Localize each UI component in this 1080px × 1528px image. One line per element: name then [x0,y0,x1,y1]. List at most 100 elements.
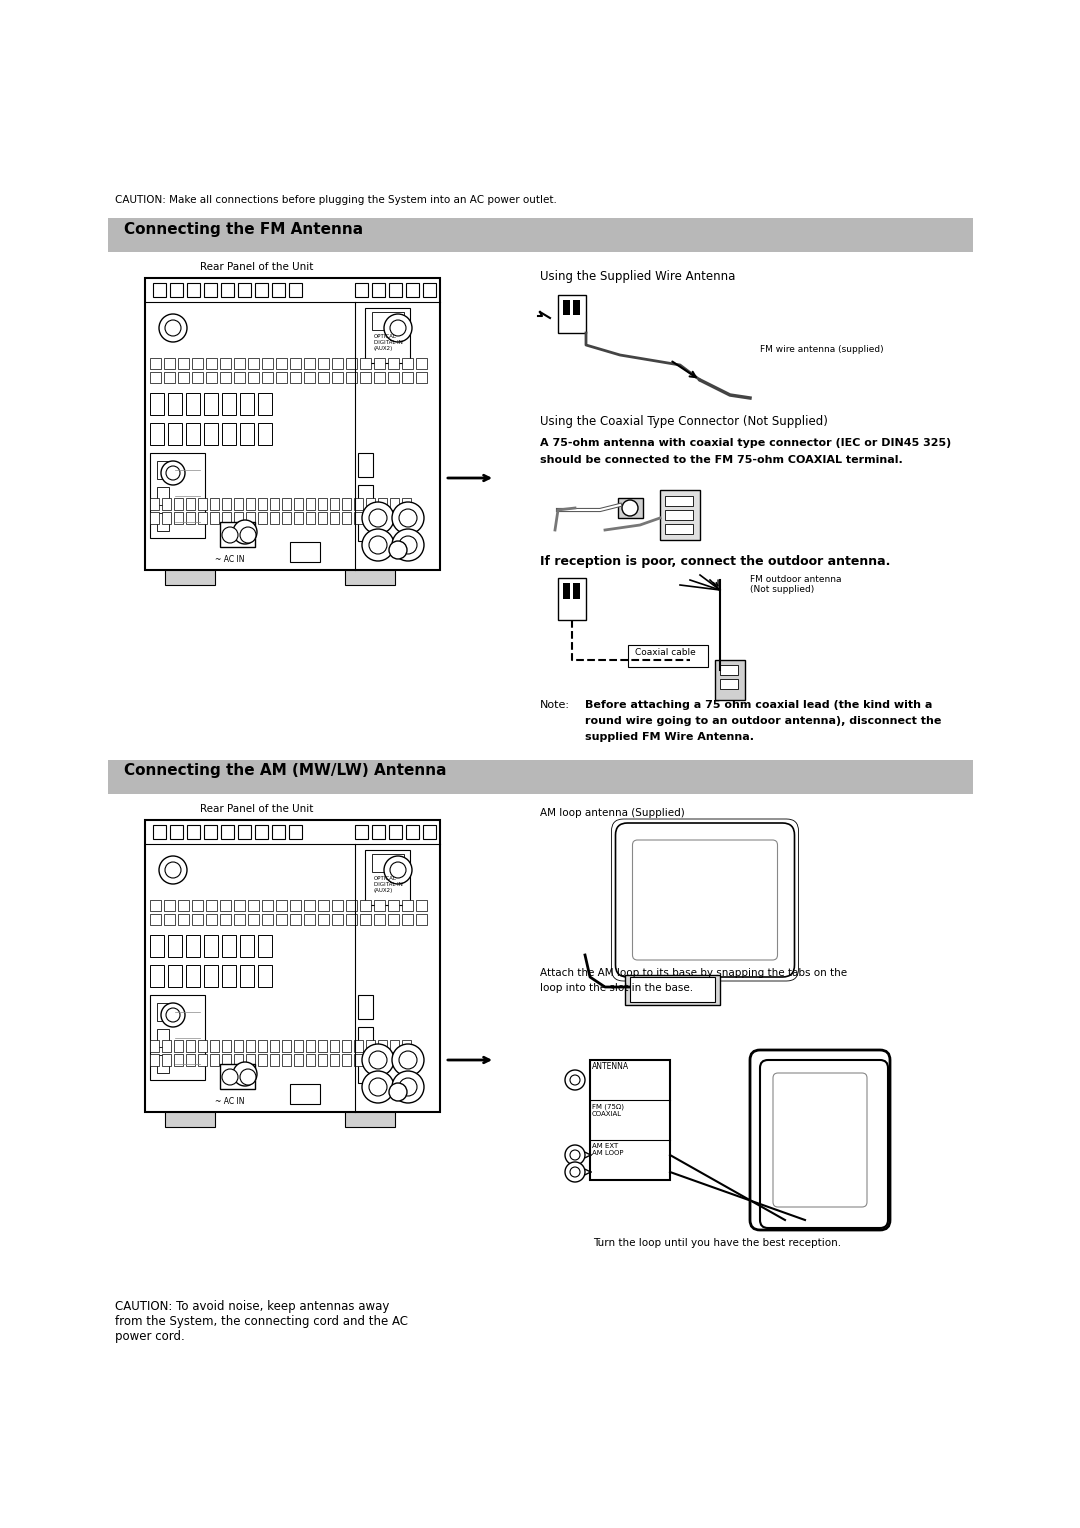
Bar [342,498,351,510]
Bar [186,1054,195,1067]
Text: Using the Supplied Wire Antenna: Using the Supplied Wire Antenna [540,270,735,283]
Bar [720,665,738,675]
Text: Before attaching a 75 ohm coaxial lead (the kind with a: Before attaching a 75 ohm coaxial lead (… [585,700,932,711]
Circle shape [362,1044,394,1076]
Bar [174,1054,183,1067]
Bar [402,512,411,524]
Text: Connecting the AM (MW/LW) Antenna: Connecting the AM (MW/LW) Antenna [124,762,446,778]
Bar [402,1041,411,1051]
Bar [346,900,357,911]
Bar [234,914,245,924]
Bar [365,309,410,364]
Circle shape [565,1161,585,1183]
Bar [150,393,164,416]
Circle shape [390,319,406,336]
Bar [357,452,373,477]
Bar [170,825,183,839]
Text: Using the Coaxial Type Connector (Not Supplied): Using the Coaxial Type Connector (Not Su… [540,416,828,428]
Circle shape [233,520,257,544]
Bar [318,498,327,510]
Circle shape [362,529,394,561]
Bar [330,1041,339,1051]
Circle shape [565,1070,585,1089]
Bar [248,914,259,924]
Bar [186,423,200,445]
Bar [342,512,351,524]
Bar [291,371,301,384]
Bar [204,935,218,957]
Bar [294,1054,303,1067]
Bar [164,900,175,911]
Bar [222,935,237,957]
Bar [378,1041,387,1051]
Bar [374,914,384,924]
Text: FM outdoor antenna
(Not supplied): FM outdoor antenna (Not supplied) [750,575,841,594]
Bar [238,825,251,839]
Bar [289,825,302,839]
Bar [220,523,255,547]
Bar [157,1028,168,1047]
Bar [360,358,372,368]
Bar [178,371,189,384]
Bar [240,966,254,987]
Bar [204,825,217,839]
Bar [318,1041,327,1051]
Bar [220,914,231,924]
Bar [374,900,384,911]
Circle shape [389,541,407,559]
Bar [318,1054,327,1067]
Bar [563,299,570,315]
Bar [365,850,410,905]
Bar [258,1041,267,1051]
Text: Coaxial cable: Coaxial cable [635,648,696,657]
FancyBboxPatch shape [773,1073,867,1207]
Bar [590,1060,670,1180]
Bar [150,498,159,510]
Bar [162,1054,171,1067]
Bar [246,512,255,524]
Text: If reception is poor, connect the outdoor antenna.: If reception is poor, connect the outdoo… [540,555,890,568]
Bar [291,358,301,368]
Bar [234,900,245,911]
Bar [354,1041,363,1051]
Bar [262,900,273,911]
Bar [221,825,234,839]
Circle shape [222,1070,238,1085]
Bar [372,825,384,839]
Bar [168,393,183,416]
Bar [357,995,373,1019]
Bar [206,900,217,911]
Text: Rear Panel of the Unit: Rear Panel of the Unit [200,804,313,814]
Bar [220,900,231,911]
Bar [423,825,436,839]
Bar [282,1041,291,1051]
Bar [390,1054,399,1067]
Bar [332,371,343,384]
Bar [165,1112,215,1128]
Bar [360,914,372,924]
Bar [406,825,419,839]
Bar [164,371,175,384]
Bar [150,1054,159,1067]
Bar [204,966,218,987]
Bar [198,1054,207,1067]
Bar [210,1041,219,1051]
Bar [192,900,203,911]
Bar [372,854,404,872]
Bar [186,935,200,957]
Circle shape [165,862,181,879]
Bar [345,1112,395,1128]
Circle shape [161,461,185,484]
Bar [665,524,693,533]
Bar [210,512,219,524]
Bar [164,358,175,368]
Bar [165,570,215,585]
Bar [178,358,189,368]
Bar [240,423,254,445]
Bar [206,914,217,924]
Bar [150,358,161,368]
Bar [258,966,272,987]
Bar [282,1054,291,1067]
Bar [402,371,413,384]
Bar [255,283,268,296]
